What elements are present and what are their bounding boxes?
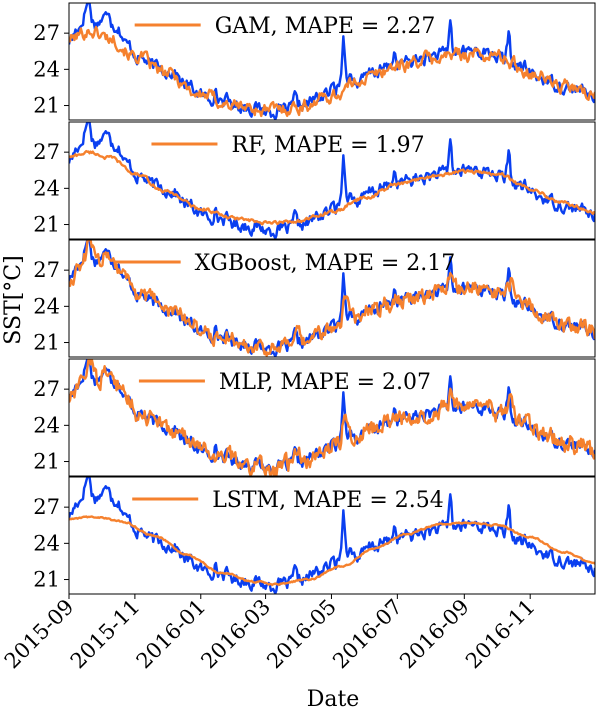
panel-5: 21 24 27 LSTM, MAPE = 2.54: [33, 476, 596, 595]
panel-3: 21 24 27 XGBoost, MAPE = 2.17: [33, 239, 596, 358]
x-axis-ticks: 2015-092015-112016-012016-032016-052016-…: [0, 594, 540, 673]
legend-text: LSTM, MAPE = 2.54: [212, 488, 444, 513]
panel-frame: [68, 239, 596, 358]
x-axis-label: Date: [307, 687, 360, 710]
predicted-series-line: [69, 25, 595, 118]
panel-lines: [69, 477, 595, 594]
panel-1: 21 24 27 GAM, MAPE = 2.27: [33, 2, 596, 121]
panels: 21 24 27 GAM, MAPE = 2.27 21 24 27 RF, MAPE = 1…: [33, 2, 596, 595]
y-tick-label: 27: [33, 377, 60, 401]
observed-series-line: [69, 3, 595, 120]
x-tick-label: 2015-11: [66, 595, 145, 674]
panel-lines: [69, 359, 595, 476]
panel-2: 21 24 27 RF, MAPE = 1.97: [33, 121, 596, 240]
panel-lines: [69, 3, 595, 120]
x-tick-label: 2016-11: [461, 595, 540, 674]
y-tick-label: 24: [33, 57, 60, 81]
panel-4: 21 24 27 MLP, MAPE = 2.07: [33, 358, 596, 477]
legend-text: RF, MAPE = 1.97: [232, 133, 425, 158]
y-tick-label: 21: [33, 213, 60, 237]
legend-text: MLP, MAPE = 2.07: [219, 370, 431, 395]
y-tick-label: 21: [33, 331, 60, 355]
predicted-series-line: [69, 149, 595, 226]
predicted-series-line: [69, 515, 595, 587]
y-tick-label: 27: [33, 140, 60, 164]
panel-frame: [68, 358, 596, 477]
panel-lines: [69, 240, 595, 357]
y-tick-label: 24: [33, 413, 60, 437]
predicted-series-line: [69, 359, 595, 476]
y-tick-label: 24: [33, 531, 60, 555]
y-tick-label: 27: [33, 258, 60, 282]
y-tick-label: 24: [33, 294, 60, 318]
y-tick-label: 21: [33, 94, 60, 118]
y-tick-label: 24: [33, 176, 60, 200]
x-tick-label: 2016-05: [262, 595, 341, 674]
x-tick-label: 2016-01: [132, 595, 211, 674]
panel-frame: [68, 476, 596, 595]
panel-lines: [69, 122, 595, 239]
observed-series-line: [69, 477, 595, 594]
legend-text: GAM, MAPE = 2.27: [215, 14, 436, 39]
predicted-series-line: [69, 240, 595, 357]
observed-series-line: [69, 122, 595, 239]
y-axis-label: SST[°C]: [1, 255, 26, 344]
panel-frame: [68, 2, 596, 121]
x-tick-label: 2016-07: [328, 595, 407, 674]
panel-frame: [68, 121, 596, 240]
y-tick-label: 27: [33, 21, 60, 45]
x-tick-label: 2016-09: [395, 595, 474, 674]
x-tick-label: 2016-03: [196, 595, 275, 674]
y-tick-label: 27: [33, 495, 60, 519]
x-tick-label: 2015-09: [0, 595, 79, 674]
legend-text: XGBoost, MAPE = 2.17: [195, 251, 456, 276]
y-tick-label: 21: [33, 568, 60, 592]
y-tick-label: 21: [33, 450, 60, 474]
observed-series-line: [69, 240, 595, 357]
